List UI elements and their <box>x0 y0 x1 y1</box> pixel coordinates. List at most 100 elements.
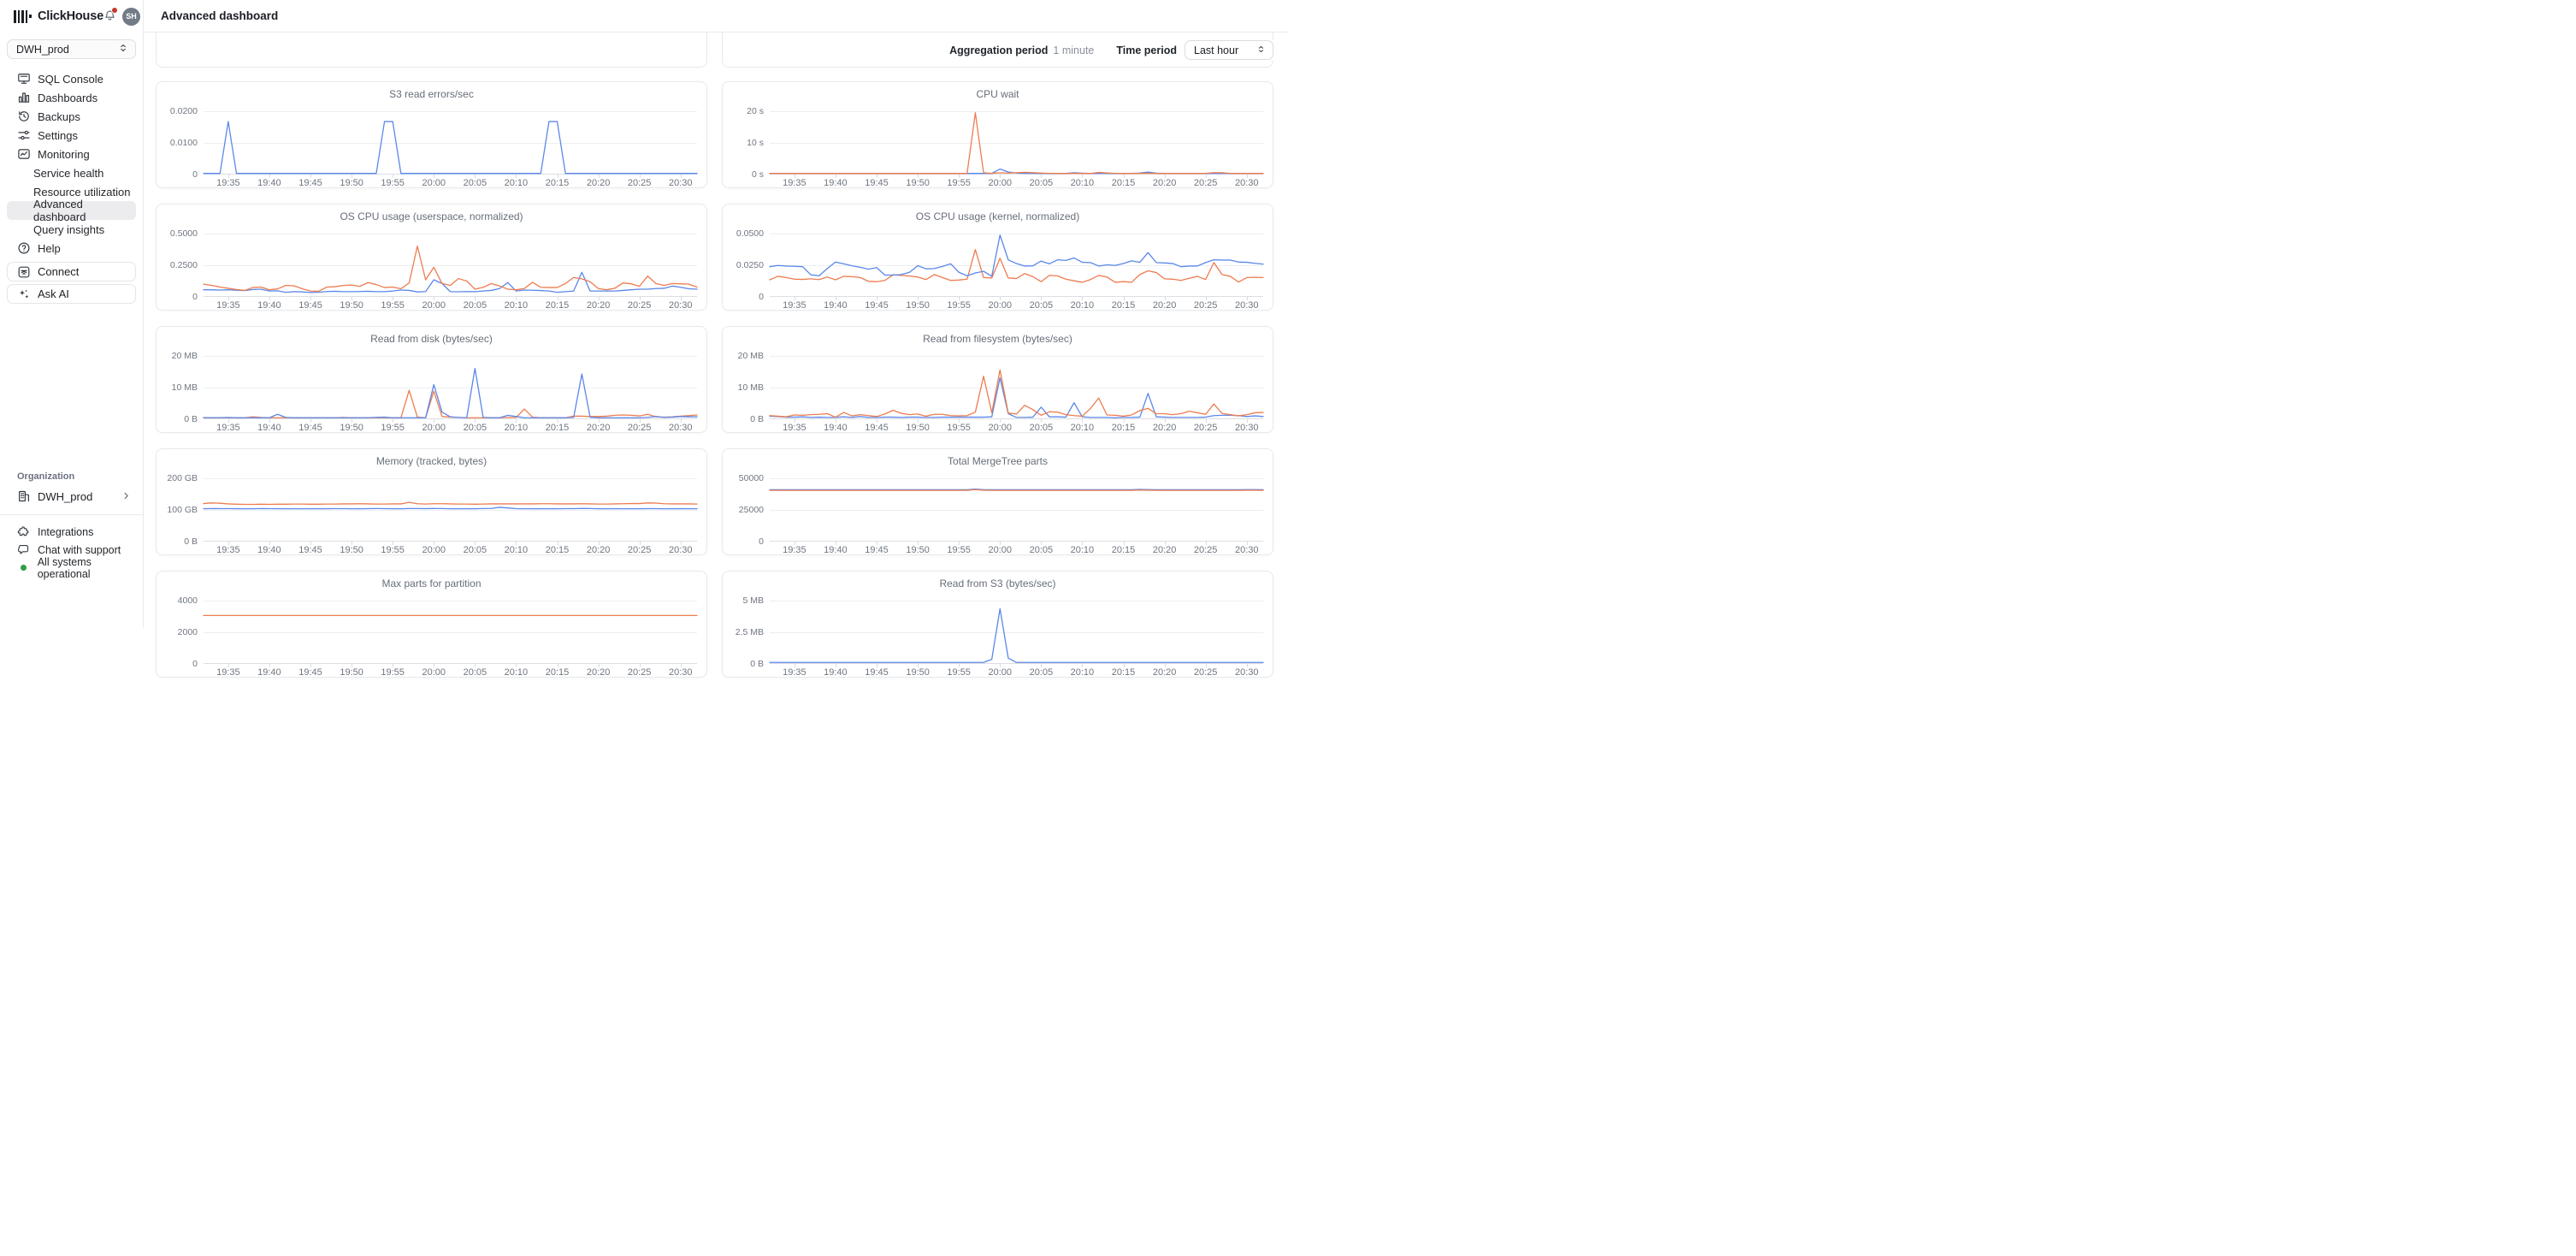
gridline <box>770 111 1263 112</box>
gridline <box>204 356 697 357</box>
x-axis-tick-label: 20:30 <box>1235 423 1259 433</box>
x-axis-tick-label: 20:30 <box>1235 545 1259 555</box>
y-axis-tick-label: 0.2500 <box>169 260 198 270</box>
x-axis-tick-mark <box>598 419 600 423</box>
x-axis-tick-label: 20:00 <box>422 178 446 188</box>
sidebar-item-monitoring[interactable]: Monitoring <box>7 145 136 163</box>
sidebar-item-label: Dashboards <box>38 91 98 104</box>
chart-card-max-parts-for-partition: Max parts for partition 4000 2000 0 19:35 19:… <box>156 571 707 678</box>
button-label: Ask AI <box>38 287 69 300</box>
chart-plot[interactable] <box>770 478 1263 545</box>
y-axis-tick-label: 0 <box>759 292 764 302</box>
x-axis-tick-mark <box>1246 175 1248 178</box>
chart-plot[interactable] <box>770 234 1263 300</box>
x-axis-tick-mark <box>1123 175 1125 178</box>
footer-item-label: Integrations <box>38 525 94 538</box>
x-axis-tick-label: 20:00 <box>988 178 1013 188</box>
x-axis-tick-label: 20:25 <box>1193 178 1218 188</box>
x-axis-tick-mark <box>1246 542 1248 545</box>
x-axis-tick-mark <box>516 542 517 545</box>
chart-plot[interactable] <box>770 601 1263 667</box>
x-axis-tick-label: 20:05 <box>463 667 487 678</box>
x-axis-tick-mark <box>269 419 270 423</box>
sidebar-item-settings[interactable]: Settings <box>7 126 136 145</box>
y-axis-tick-label: 0 B <box>750 659 764 669</box>
service-selector[interactable]: DWH_prod <box>7 39 136 59</box>
avatar[interactable]: SH <box>121 7 140 26</box>
chart-line-blue_series <box>770 608 1263 662</box>
x-axis-tick-mark <box>1082 664 1084 667</box>
sidebar-footer-integrations[interactable]: Integrations <box>0 523 143 541</box>
chart-plot[interactable] <box>204 478 697 545</box>
sidebar-item-dashboards[interactable]: Dashboards <box>7 88 136 107</box>
x-axis-tick-label: 19:45 <box>298 667 322 678</box>
sidebar-footer-chat-with-support[interactable]: Chat with support <box>0 541 143 559</box>
sidebar-item-resource-utilization[interactable]: Resource utilization <box>7 182 136 201</box>
time-period-select[interactable]: Last hour <box>1185 40 1273 60</box>
x-axis-tick-mark <box>475 664 476 667</box>
gridline <box>204 478 697 479</box>
x-axis-tick-label: 20:15 <box>545 667 570 678</box>
x-axis-tick-mark <box>959 419 960 423</box>
x-axis-tick-mark <box>1205 175 1207 178</box>
chart-plot[interactable] <box>204 111 697 178</box>
x-axis-tick-label: 19:40 <box>257 545 281 555</box>
x-axis-tick-mark <box>310 297 312 300</box>
x-axis-tick-label: 20:20 <box>1152 178 1177 188</box>
sidebar-item-backups[interactable]: Backups <box>7 107 136 126</box>
sidebar-item-advanced-dashboard[interactable]: Advanced dashboard <box>7 198 136 223</box>
x-axis-labels: 19:35 19:40 19:45 19:50 19:55 20:00 20:05 20:10… <box>204 423 697 435</box>
sidebar-actions: Connect Ask AI <box>0 262 143 304</box>
x-axis-labels: 19:35 19:40 19:45 19:50 19:55 20:00 20:05 20:10… <box>770 545 1263 557</box>
x-axis-tick-mark <box>1205 664 1207 667</box>
x-axis-tick-label: 20:15 <box>1111 545 1136 555</box>
connect-icon <box>17 265 31 279</box>
connect-button[interactable]: Connect <box>7 262 136 281</box>
x-axis-tick-mark <box>680 664 682 667</box>
gridline <box>204 142 697 144</box>
page-title: Advanced dashboard <box>161 9 279 22</box>
y-axis-tick-label: 100 GB <box>167 505 198 515</box>
x-axis-labels: 19:35 19:40 19:45 19:50 19:55 20:00 20:05 20:10… <box>204 545 697 557</box>
chart-plot[interactable] <box>770 356 1263 423</box>
notifications-bell-icon[interactable] <box>103 7 118 23</box>
x-axis-tick-label: 19:40 <box>257 178 281 188</box>
gridline <box>770 509 1263 511</box>
x-axis-tick-mark <box>639 664 641 667</box>
x-axis-tick-mark <box>310 542 312 545</box>
chart-plot[interactable] <box>770 111 1263 178</box>
organization-item[interactable]: DWH_prod <box>0 487 143 506</box>
x-axis-tick-mark <box>1164 297 1166 300</box>
chart-plot[interactable] <box>204 356 697 423</box>
y-axis-tick-label: 5 MB <box>742 595 764 606</box>
gridline <box>770 478 1263 479</box>
x-axis-tick-label: 20:00 <box>988 545 1013 555</box>
chart-line-blue_series <box>770 235 1263 276</box>
y-axis-tick-label: 4000 <box>177 595 198 606</box>
x-axis-tick-label: 20:15 <box>545 423 570 433</box>
chart-plot[interactable] <box>204 234 697 300</box>
ask-ai-button[interactable]: Ask AI <box>7 284 136 304</box>
x-axis-tick-label: 20:30 <box>669 423 693 433</box>
x-axis-tick-mark <box>639 175 641 178</box>
x-axis-tick-label: 19:45 <box>865 178 889 188</box>
footer-item-label: Chat with support <box>38 543 121 556</box>
gridline <box>770 142 1263 144</box>
x-axis-tick-mark <box>1082 419 1084 423</box>
x-axis-labels: 19:35 19:40 19:45 19:50 19:55 20:00 20:05 20:10… <box>204 300 697 312</box>
chart-line-blue_series <box>770 378 1263 418</box>
chart-plot[interactable] <box>204 601 697 667</box>
status-ok-dot-icon <box>21 565 27 571</box>
sidebar-item-query-insights[interactable]: Query insights <box>7 220 136 239</box>
x-axis-labels: 19:35 19:40 19:45 19:50 19:55 20:00 20:05 20:10… <box>204 178 697 190</box>
x-axis-tick-mark <box>1205 542 1207 545</box>
sidebar-item-service-health[interactable]: Service health <box>7 163 136 182</box>
sidebar-item-label: Backups <box>38 110 80 123</box>
sidebar-footer-all-systems-operational[interactable]: All systems operational <box>0 556 143 580</box>
sidebar-item-sql-console[interactable]: SQL Console <box>7 69 136 88</box>
sidebar: ClickHouse SH DWH_prod SQL Console Dashbo… <box>0 0 144 628</box>
sidebar-item-label: Query insights <box>33 222 105 236</box>
x-axis-tick-mark <box>1041 542 1043 545</box>
x-axis-tick-mark <box>1000 664 1001 667</box>
sidebar-item-help[interactable]: Help <box>7 239 136 258</box>
